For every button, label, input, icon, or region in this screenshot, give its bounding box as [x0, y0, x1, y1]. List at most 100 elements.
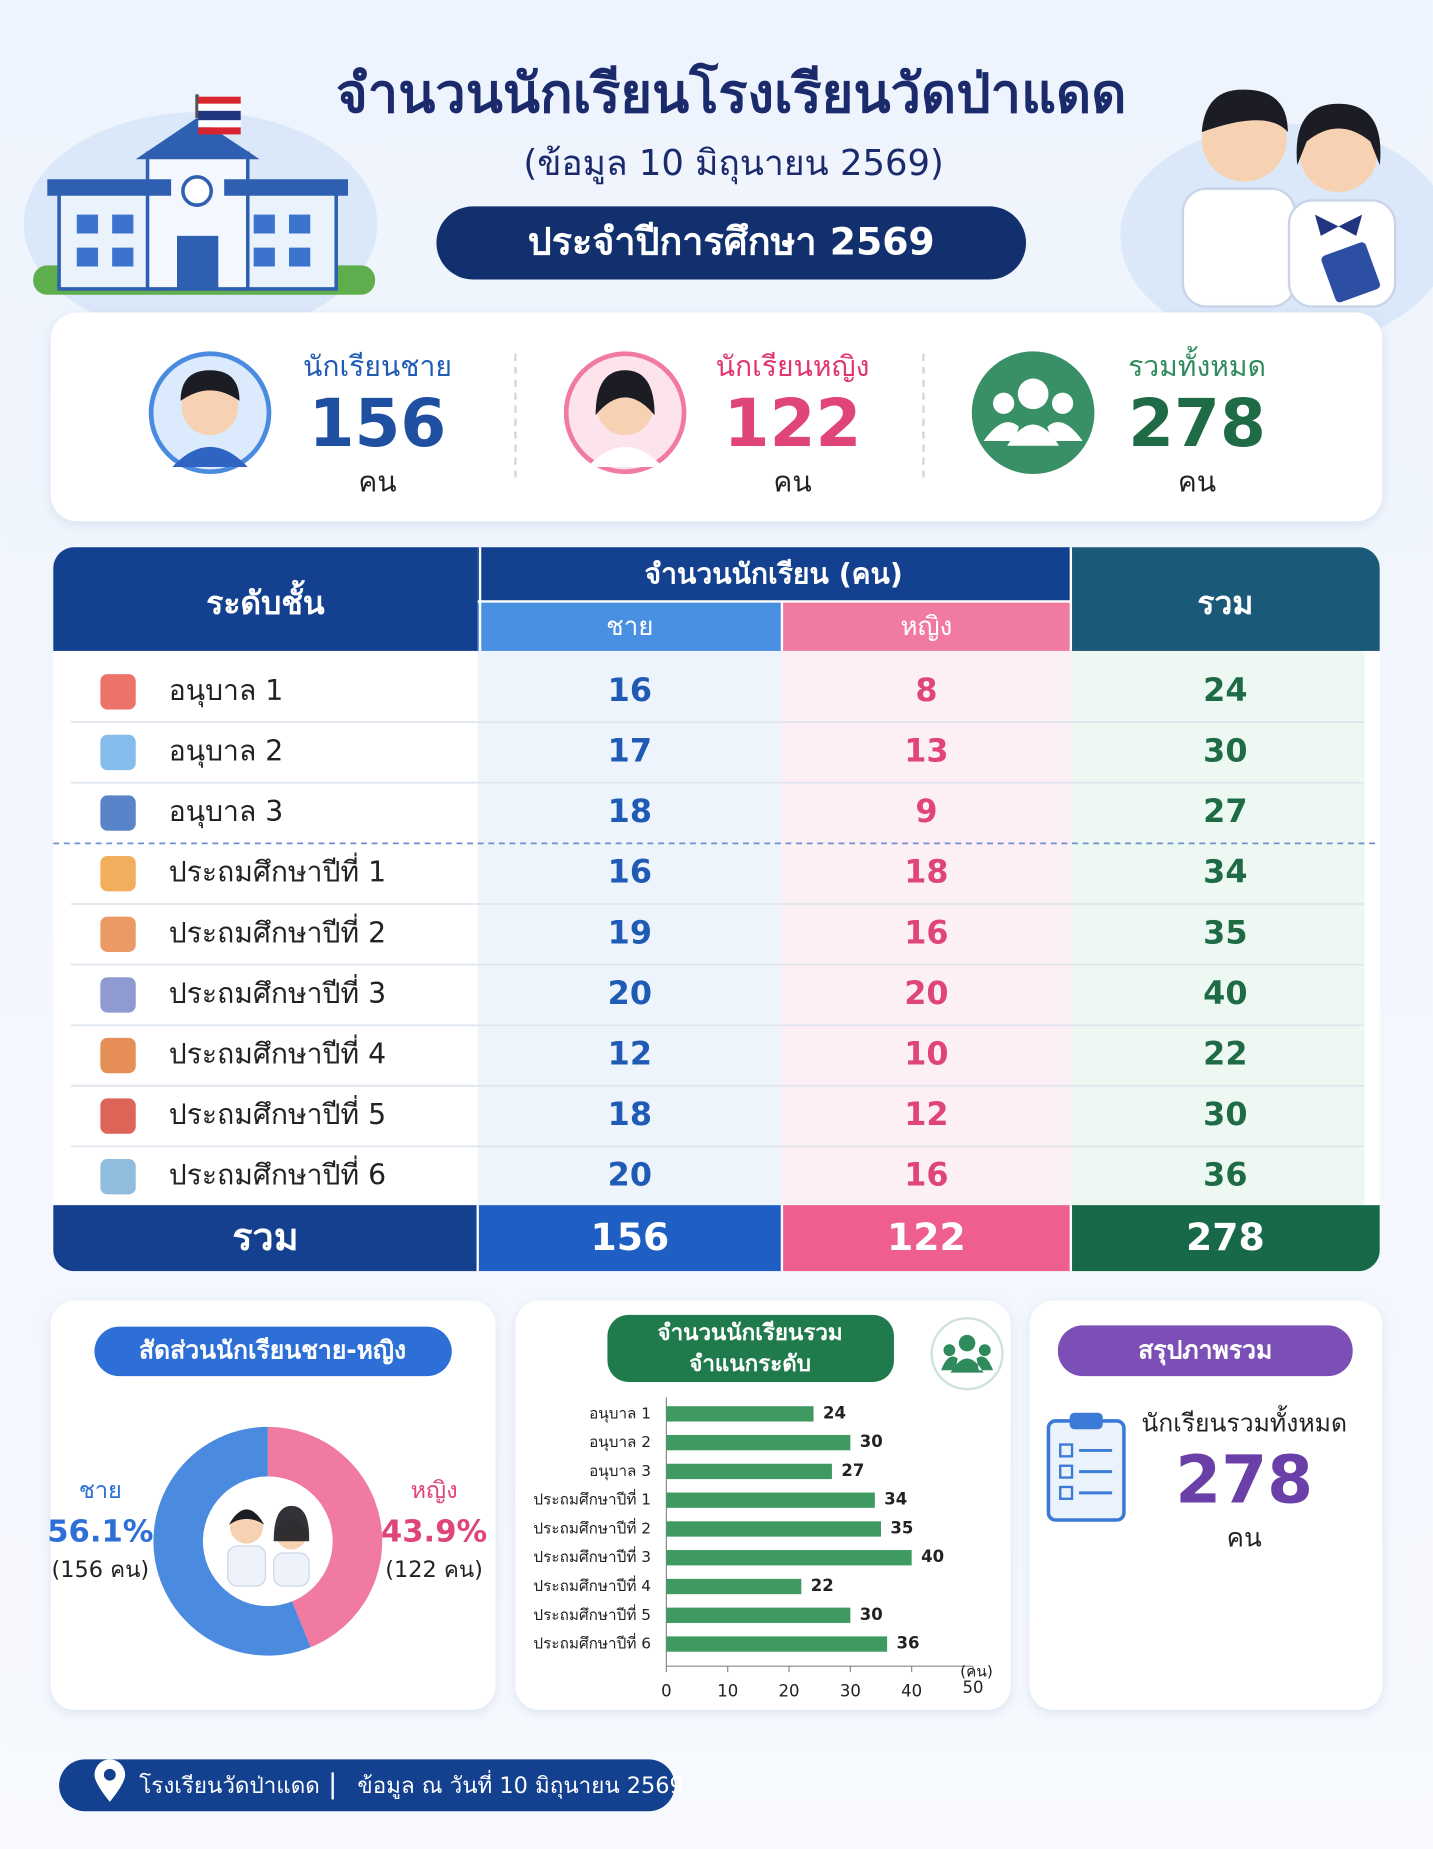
person	[1051, 392, 1074, 414]
row-value: 10	[904, 1035, 948, 1073]
row-value: 30	[1203, 731, 1247, 769]
overview-label: นักเรียนรวมทั้งหมด	[1141, 1405, 1347, 1437]
overview-value: 278	[1175, 1442, 1313, 1519]
column-tint	[781, 650, 1071, 1206]
students-illustration	[1120, 89, 1433, 348]
data-label: 34	[884, 1490, 907, 1509]
header-text: หญิง	[900, 612, 952, 642]
row-value: 16	[608, 853, 652, 891]
data-label: 35	[890, 1518, 913, 1537]
total-text: รวม	[232, 1215, 298, 1259]
row-value: 24	[1203, 671, 1247, 709]
row-value: 20	[608, 974, 652, 1012]
summary-label: นักเรียนชาย	[303, 350, 452, 383]
row-label: ประถมศึกษาปีที่ 6	[169, 1156, 386, 1192]
count-label: (122 คน)	[385, 1557, 483, 1583]
pin-icon	[94, 1759, 126, 1802]
bar	[666, 1550, 912, 1566]
row-icon	[100, 916, 136, 952]
bar	[666, 1521, 881, 1537]
group-icon-part	[943, 1344, 956, 1357]
summary-value: 278	[1128, 385, 1266, 462]
overview-card	[1029, 1300, 1383, 1710]
header-cell	[781, 601, 1071, 651]
bar	[666, 1636, 888, 1652]
row-label: อนุบาล 2	[169, 734, 284, 768]
data-label: 24	[823, 1403, 846, 1422]
hair	[180, 370, 240, 401]
overview-pill	[1057, 1325, 1353, 1377]
body	[172, 446, 248, 467]
row-value: 35	[1203, 913, 1247, 951]
row-value: 30	[1203, 1095, 1247, 1133]
y-tick-label: อนุบาล 1	[589, 1404, 651, 1423]
overview-unit: คน	[1227, 1523, 1262, 1553]
value-label: 56.1%	[47, 1514, 153, 1549]
row-icon	[100, 977, 136, 1013]
y-tick-label: ประถมศึกษาปีที่ 1	[533, 1489, 651, 1509]
person	[993, 392, 1015, 414]
footer-school: โรงเรียนวัดป่าแดด	[139, 1773, 320, 1799]
kid-body	[273, 1552, 310, 1587]
row-value: 40	[1203, 974, 1247, 1012]
summary-icon	[971, 351, 1095, 475]
row-value: 27	[1203, 792, 1247, 830]
row-icon	[100, 674, 136, 710]
group-icon	[930, 1317, 1004, 1391]
bar	[666, 1406, 814, 1422]
value-label: 43.9%	[381, 1514, 487, 1549]
header-cell	[477, 601, 782, 651]
chart-title: สัดส่วนนักเรียนชาย-หญิง	[139, 1335, 406, 1364]
legend-label: หญิง	[411, 1476, 458, 1504]
summary-label: รวมทั้งหมด	[1128, 346, 1266, 383]
data-label: 30	[860, 1432, 883, 1451]
summary: นักเรียนชาย156คนนักเรียนหญิง122คนรวมทั้ง…	[148, 346, 1266, 498]
row-icon	[100, 1037, 136, 1074]
row-icon	[100, 1159, 136, 1195]
group-icon-part	[941, 1356, 994, 1373]
data-label: 36	[897, 1634, 920, 1653]
row-value: 20	[608, 1156, 652, 1194]
row-value: 16	[904, 913, 948, 951]
row-value: 16	[904, 1156, 948, 1194]
clipboard-clip	[1069, 1412, 1103, 1430]
bar	[666, 1463, 832, 1480]
bar	[666, 1492, 875, 1508]
donut-center	[205, 1478, 331, 1604]
row-label: อนุบาล 3	[169, 795, 284, 829]
donut-slice	[267, 1426, 383, 1648]
row-value: 18	[608, 792, 652, 830]
summary-value: 156	[309, 385, 447, 462]
donut-slice	[153, 1426, 311, 1656]
row-value: 36	[1203, 1156, 1247, 1194]
bar	[666, 1607, 851, 1623]
subtitle: (ข้อมูล 10 มิถุนายน 2569)	[523, 143, 943, 184]
chart-title-pill	[607, 1314, 894, 1383]
bar	[666, 1434, 851, 1451]
y-tick-label: อนุบาล 3	[589, 1462, 651, 1481]
title: จำนวนนักเรียนโรงเรียนวัดป่าแดด	[336, 61, 1126, 125]
total-cell	[1070, 1205, 1380, 1272]
group-icon-part	[958, 1334, 976, 1352]
badge-text: ประจำปีการศึกษา 2569	[528, 220, 935, 264]
column-tint	[477, 650, 782, 1206]
total-text: 122	[887, 1215, 966, 1259]
y-tick-label: ประถมศึกษาปีที่ 3	[533, 1546, 651, 1566]
row-value: 17	[608, 731, 652, 769]
header-cell	[53, 547, 478, 651]
row-value: 16	[608, 671, 652, 709]
row-value: 18	[904, 853, 948, 891]
row-value: 22	[1203, 1035, 1247, 1073]
x-tick-label: 50	[962, 1678, 983, 1697]
row-value: 12	[608, 1035, 652, 1073]
hair	[595, 370, 655, 416]
y-tick-label: ประถมศึกษาปีที่ 5	[533, 1604, 651, 1624]
summary-unit: คน	[358, 465, 396, 498]
total-cell	[477, 1205, 782, 1272]
footer-bar	[59, 1759, 675, 1812]
summary-unit: คน	[773, 465, 811, 498]
chart-title-pill	[94, 1326, 452, 1377]
badge	[436, 206, 1027, 280]
